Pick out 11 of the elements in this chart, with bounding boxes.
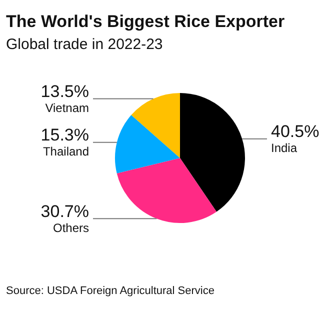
slice-label: India (271, 141, 298, 156)
data-label: 30.7% (40, 202, 89, 221)
data-label: 15.3% (40, 126, 89, 145)
data-label: 40.5% (271, 122, 320, 142)
chart-subtitle: Global trade in 2022-23 (5, 35, 164, 53)
slice-label: Thailand (42, 144, 89, 159)
data-label: 13.5% (40, 82, 89, 101)
slice-label: Others (52, 220, 89, 235)
source-note: Source: USDA Foreign Agricultural Service (5, 285, 216, 297)
slice-label: Vietnam (45, 101, 89, 116)
chart-title: The World's Biggest Rice Exporter (5, 11, 286, 32)
